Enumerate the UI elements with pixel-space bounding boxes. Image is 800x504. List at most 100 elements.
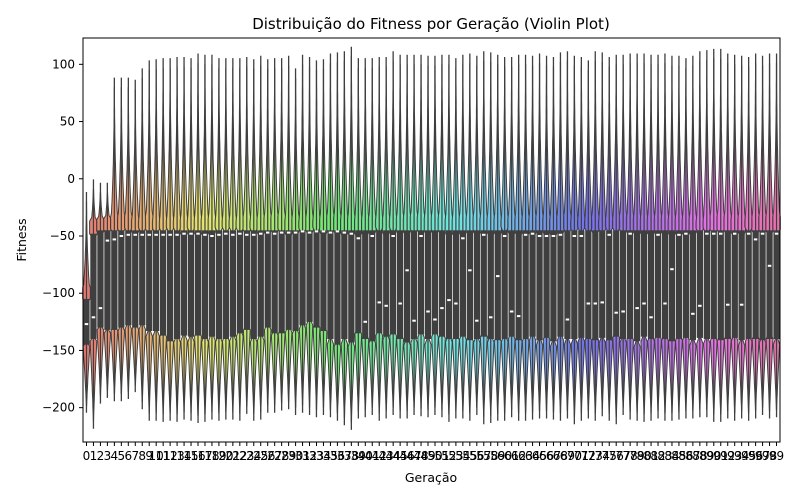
- iqr-box-24: [250, 230, 257, 339]
- x-tick-label-64: 64: [525, 449, 540, 463]
- iqr-box-51: [438, 230, 446, 337]
- iqr-box-43: [383, 230, 390, 337]
- x-tick-label-79: 79: [629, 449, 644, 463]
- iqr-box-83: [661, 230, 669, 339]
- iqr-box-48: [417, 230, 425, 335]
- y-axis-title: Fitness: [14, 218, 29, 261]
- iqr-box-85: [675, 230, 683, 339]
- iqr-box-16: [194, 230, 202, 336]
- x-tick-label-15: 15: [183, 449, 198, 463]
- x-tick-label-40: 40: [358, 449, 373, 463]
- iqr-box-79: [634, 230, 641, 342]
- iqr-box-17: [201, 230, 209, 339]
- iqr-box-73: [592, 230, 599, 341]
- x-tick-label-18: 18: [204, 449, 219, 463]
- plot-frame: [82, 37, 781, 443]
- x-tick-label-77: 77: [616, 449, 631, 463]
- x-tick-label-14: 14: [176, 449, 191, 463]
- iqr-box-95: [745, 230, 752, 339]
- iqr-box-57: [480, 230, 487, 337]
- x-tick-label-74: 74: [595, 449, 610, 463]
- x-tick-label-2: 2: [97, 449, 105, 463]
- iqr-box-27: [271, 230, 278, 334]
- x-tick-label-78: 78: [623, 449, 638, 463]
- x-tick-label-54: 54: [455, 449, 470, 463]
- iqr-box-78: [627, 230, 634, 339]
- x-tick-label-41: 41: [365, 449, 380, 463]
- x-tick-label-48: 48: [413, 449, 428, 463]
- iqr-box-54: [459, 230, 466, 337]
- iqr-box-98: [766, 230, 773, 339]
- x-tick-label-24: 24: [246, 449, 261, 463]
- x-tick-label-38: 38: [344, 449, 359, 463]
- x-tick-label-76: 76: [609, 449, 624, 463]
- x-tick-label-98: 98: [762, 449, 777, 463]
- x-tick-label-34: 34: [316, 449, 331, 463]
- iqr-box-86: [682, 230, 690, 338]
- iqr-box-49: [424, 230, 432, 339]
- iqr-box-72: [585, 230, 592, 339]
- iqr-box-75: [606, 230, 613, 341]
- x-tick-label-90: 90: [706, 449, 721, 463]
- iqr-box-77: [620, 230, 627, 339]
- iqr-box-50: [431, 230, 439, 335]
- iqr-box-66: [543, 230, 550, 338]
- iqr-box-33: [313, 230, 320, 328]
- iqr-box-42: [376, 230, 383, 334]
- y-tick-label-0: 0: [67, 172, 75, 186]
- x-tick-label-51: 51: [434, 449, 449, 463]
- iqr-box-96: [752, 230, 759, 339]
- violins-group: [82, 46, 781, 430]
- iqr-box-81: [647, 230, 655, 339]
- y-tick-label--50: −50: [50, 229, 75, 243]
- iqr-box-23: [243, 230, 250, 330]
- iqr-box-29: [285, 230, 292, 330]
- x-tick-label-92: 92: [720, 449, 735, 463]
- x-tick-label-20: 20: [218, 449, 233, 463]
- iqr-box-39: [355, 230, 362, 334]
- x-tick-label-23: 23: [239, 449, 254, 463]
- iqr-box-5: [118, 230, 125, 328]
- x-axis: 0 1 2 3 4 5 6 7 8 9101112131415161718192021222324…: [83, 442, 784, 463]
- x-tick-label-12: 12: [162, 449, 177, 463]
- x-tick-label-68: 68: [553, 449, 568, 463]
- x-tick-label-44: 44: [386, 449, 401, 463]
- x-tick-label-9: 9: [145, 449, 153, 463]
- iqr-box-21: [229, 230, 236, 337]
- x-tick-label-58: 58: [483, 449, 498, 463]
- iqr-box-61: [508, 230, 515, 337]
- iqr-box-80: [640, 230, 648, 337]
- iqr-box-89: [703, 230, 710, 339]
- iqr-box-63: [522, 230, 529, 339]
- x-tick-label-42: 42: [372, 449, 387, 463]
- x-tick-label-89: 89: [699, 449, 714, 463]
- iqr-box-19: [215, 230, 223, 339]
- iqr-box-44: [390, 230, 397, 335]
- x-tick-label-56: 56: [469, 449, 484, 463]
- iqr-box-92: [724, 230, 731, 339]
- iqr-box-37: [341, 230, 348, 339]
- iqr-box-41: [369, 230, 376, 342]
- x-tick-label-27: 27: [267, 449, 282, 463]
- iqr-box-20: [222, 230, 229, 339]
- x-tick-label-22: 22: [232, 449, 247, 463]
- x-tick-label-19: 19: [211, 449, 226, 463]
- y-tick-label--200: −200: [42, 401, 75, 415]
- x-tick-label-67: 67: [546, 449, 561, 463]
- x-tick-label-80: 80: [636, 449, 651, 463]
- iqr-box-60: [501, 230, 508, 339]
- x-tick-label-25: 25: [253, 449, 268, 463]
- iqr-box-53: [452, 230, 460, 339]
- x-tick-label-70: 70: [567, 449, 582, 463]
- iqr-box-25: [257, 230, 264, 337]
- x-axis-title: Geração: [405, 470, 457, 485]
- x-tick-label-3: 3: [104, 449, 112, 463]
- iqr-box-99: [773, 230, 780, 339]
- x-tick-label-37: 37: [337, 449, 352, 463]
- x-tick-label-87: 87: [685, 449, 700, 463]
- iqr-box-71: [578, 230, 585, 338]
- iqr-box-69: [564, 230, 571, 339]
- iqr-box-88: [696, 230, 703, 338]
- x-tick-label-86: 86: [678, 449, 693, 463]
